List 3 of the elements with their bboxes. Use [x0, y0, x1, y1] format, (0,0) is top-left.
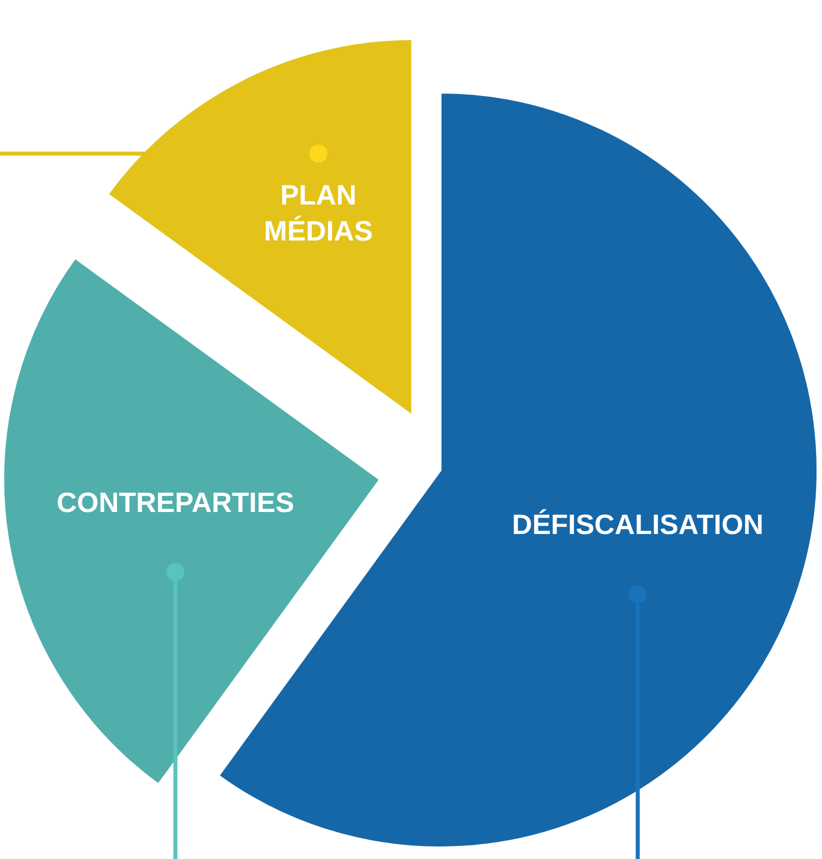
- slice-label: PLAN MÉDIAS: [264, 179, 373, 246]
- slice-label: CONTREPARTIES: [56, 486, 294, 518]
- slice-label: DÉFISCALISATION: [512, 509, 764, 540]
